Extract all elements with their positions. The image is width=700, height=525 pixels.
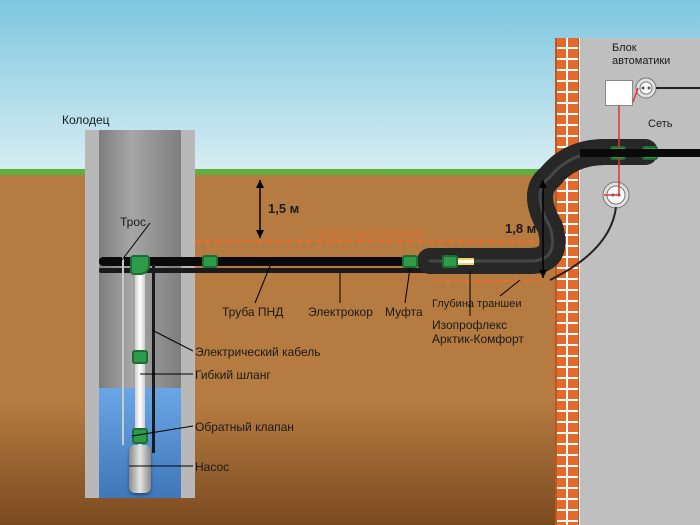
hose-coupling xyxy=(132,350,148,364)
leader-lines xyxy=(0,0,700,525)
